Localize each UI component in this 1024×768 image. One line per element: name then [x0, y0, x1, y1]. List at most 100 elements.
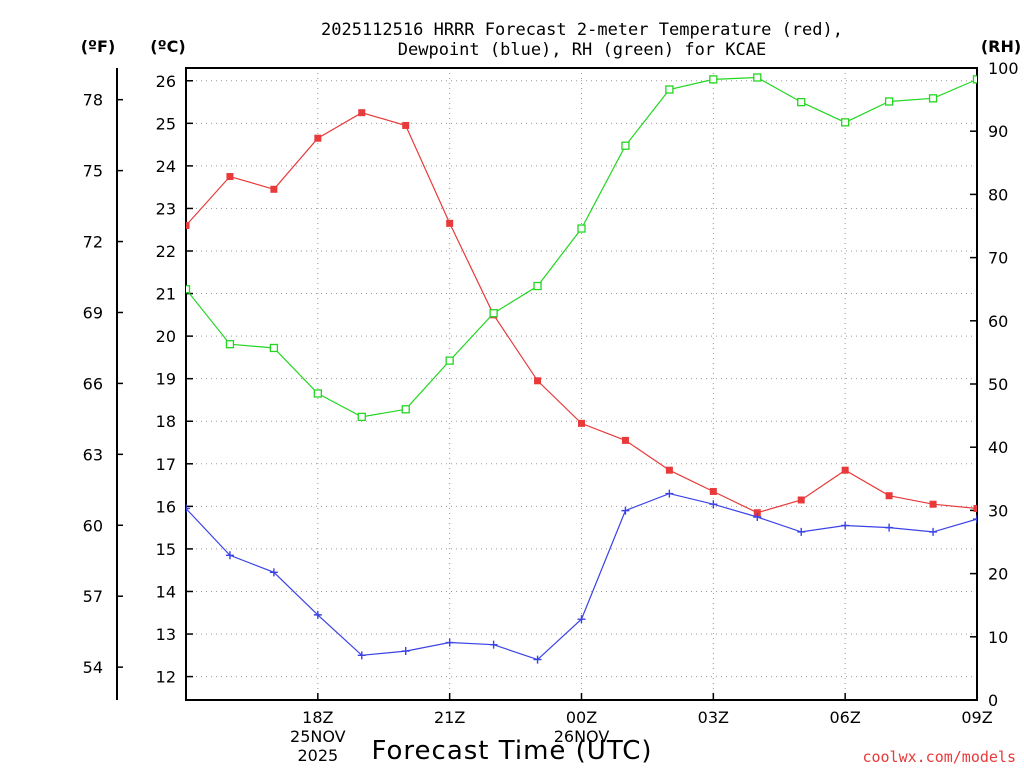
dewpoint-point: [1017, 502, 1024, 510]
rh-point: [797, 97, 806, 107]
temperature-point: [270, 185, 278, 193]
celsius-tick-label: 22: [156, 242, 176, 261]
dewpoint-point: [665, 489, 674, 498]
temperature-point: [226, 173, 234, 181]
celsius-tick-label: 15: [156, 540, 176, 559]
dewpoint-point: [797, 527, 806, 536]
temperature-point: [709, 487, 717, 495]
rh-unit-label: (RH): [981, 37, 1021, 56]
temperature-point: [665, 466, 673, 474]
series: [186, 73, 1024, 664]
dewpoint-point: [885, 523, 894, 532]
rh-tick-label: 50: [988, 375, 1008, 394]
temperature-point: [973, 504, 977, 512]
temperature-point: [929, 500, 937, 508]
temperature-point: [358, 109, 366, 117]
x-tick-label: 06Z: [830, 708, 861, 727]
rh-tick-label: 100: [988, 59, 1019, 78]
rh-point: [225, 340, 235, 349]
celsius-unit-label: (ºC): [150, 37, 185, 56]
fahrenheit-tick-label: 75: [83, 162, 103, 181]
celsius-tick-label: 18: [156, 412, 176, 431]
temperature-point: [186, 221, 190, 229]
celsius-tick-label: 12: [156, 668, 176, 687]
axes: 12 13 14 15 16 17 18 19 20 21 22 23 24 25 26 54 57 60 63 66…: [83, 59, 1019, 765]
temperature-point: [402, 121, 410, 129]
x-tick-label: 00Z: [566, 708, 597, 727]
rh-point: [489, 309, 498, 318]
dewpoint-point: [489, 640, 498, 649]
dewpoint-point: [841, 521, 850, 530]
rh-tick-label: 80: [988, 185, 1008, 204]
rh-tick-label: 0: [988, 691, 998, 710]
temperature-point: [753, 509, 761, 517]
rh-tick-label: 60: [988, 312, 1008, 331]
celsius-tick-label: 19: [156, 370, 176, 389]
fahrenheit-tick-label: 57: [83, 587, 103, 606]
dewpoint-point: [929, 527, 938, 536]
chart-title-line2: Dewpoint (blue), RH (green) for KCAE: [398, 40, 766, 60]
rh-point: [533, 281, 542, 291]
fahrenheit-tick-label: 63: [83, 445, 103, 464]
x-tick-label: 09Z: [961, 708, 992, 727]
rh-point: [928, 94, 938, 103]
rh-tick-label: 20: [988, 565, 1008, 584]
rh-point: [972, 75, 977, 84]
fahrenheit-tick-label: 72: [83, 233, 103, 252]
dewpoint-point: [401, 647, 410, 656]
temperature-point: [885, 492, 893, 500]
fahrenheit-tick-label: 54: [83, 658, 103, 677]
rh-tick-label: 30: [988, 501, 1008, 520]
temperature-point: [621, 436, 629, 444]
temperature-point: [446, 219, 454, 227]
x-tick-date-label: 25NOV: [290, 727, 346, 746]
celsius-tick-label: 21: [156, 285, 176, 304]
dewpoint-point: [445, 638, 454, 647]
rh-line: [186, 76, 977, 418]
rh-point: [357, 412, 366, 422]
rh-point: [709, 75, 718, 84]
celsius-tick-label: 13: [156, 625, 176, 644]
temperature-point: [1017, 492, 1024, 499]
x-axis-label: Forecast Time (UTC): [371, 736, 652, 766]
dewpoint-point: [709, 500, 718, 509]
rh-tick-label: 10: [988, 628, 1008, 647]
rh-point: [269, 343, 279, 353]
rh-point: [753, 73, 762, 82]
rh-point: [884, 97, 894, 106]
fahrenheit-tick-label: 66: [83, 374, 103, 393]
dewpoint-point: [225, 551, 234, 560]
rh-point: [841, 118, 850, 127]
celsius-tick-label: 14: [156, 582, 176, 601]
temperature-point: [841, 466, 849, 474]
chart-title-line1: 2025112516 HRRR Forecast 2-meter Tempera…: [321, 20, 843, 40]
fahrenheit-tick-label: 60: [83, 516, 103, 535]
temperature-point: [578, 419, 585, 427]
grid: [186, 68, 978, 700]
rh-tick-label: 40: [988, 438, 1008, 457]
temperature-line: [186, 112, 977, 514]
rh-point: [313, 389, 322, 398]
dewpoint-point: [973, 515, 977, 524]
celsius-tick-label: 23: [156, 199, 176, 218]
temperature-point: [797, 496, 805, 504]
dewpoint-point: [269, 568, 278, 577]
rh-tick-label: 70: [988, 249, 1008, 268]
celsius-tick-label: 20: [156, 327, 176, 346]
x-tick-label: 03Z: [698, 708, 729, 727]
dewpoint-point: [621, 506, 630, 515]
celsius-tick-label: 16: [156, 497, 176, 516]
rh-point: [665, 85, 674, 94]
rh-point: [445, 356, 454, 365]
dewpoint-point: [357, 651, 366, 660]
celsius-tick-label: 24: [156, 157, 176, 176]
rh-point: [621, 141, 630, 150]
dewpoint-point: [577, 615, 586, 624]
fahrenheit-tick-label: 78: [83, 91, 103, 110]
celsius-tick-label: 17: [156, 455, 176, 474]
credit-link[interactable]: coolwx.com/models: [862, 748, 1016, 766]
rh-tick-label: 90: [988, 122, 1008, 141]
rh-point: [577, 224, 586, 233]
x-tick-label: 21Z: [434, 708, 465, 727]
dewpoint-point: [753, 512, 762, 521]
